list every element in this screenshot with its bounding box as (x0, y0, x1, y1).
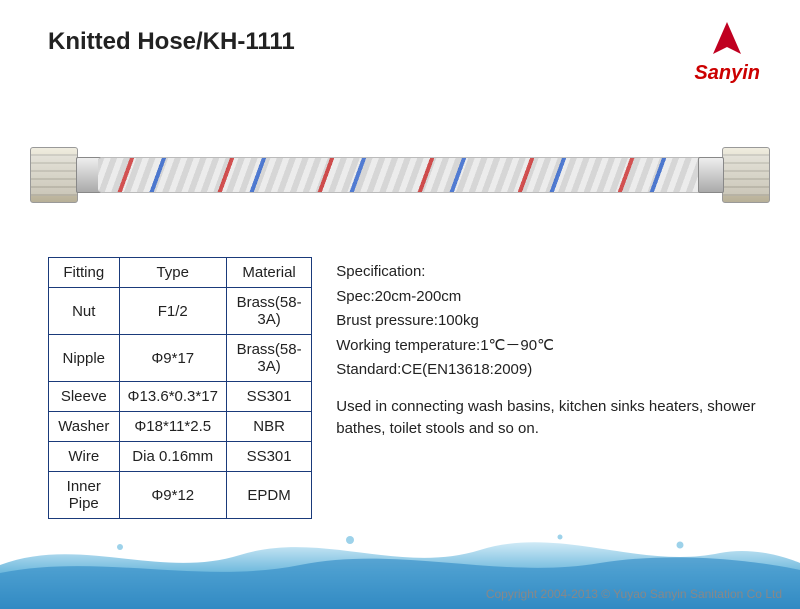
spec-line: Standard:CE(EN13618:2009) (336, 359, 760, 382)
hose-body (98, 157, 702, 193)
table-row: WasherΦ18*11*2.5NBR (49, 412, 312, 442)
spec-heading: Specification: (336, 261, 760, 284)
col-header: Fitting (49, 258, 120, 288)
brand-logo: Sanyin (694, 20, 760, 85)
col-header: Material (226, 258, 311, 288)
spec-line: Working temperature:1℃－90℃ (336, 335, 760, 358)
spec-line: Brust pressure:100kg (336, 310, 760, 333)
product-image (30, 107, 770, 247)
hose-fitting-right (700, 145, 770, 205)
table-row: Inner PipeΦ9*12EPDM (49, 472, 312, 519)
logo-text: Sanyin (694, 62, 760, 85)
table-row: NippleΦ9*17Brass(58-3A) (49, 335, 312, 382)
spec-line: Spec:20cm-200cm (336, 286, 760, 309)
logo-icon (707, 20, 747, 60)
table-row: NutF1/2Brass(58-3A) (49, 288, 312, 335)
table-row: WireDia 0.16mmSS301 (49, 442, 312, 472)
hose-fitting-left (30, 145, 100, 205)
table-header-row: Fitting Type Material (49, 258, 312, 288)
spec-table: Fitting Type Material NutF1/2Brass(58-3A… (48, 257, 312, 519)
usage-text: Used in connecting wash basins, kitchen … (336, 396, 760, 441)
table-row: SleeveΦ13.6*0.3*17SS301 (49, 382, 312, 412)
page-title: Knitted Hose/KH-1111 (48, 28, 295, 56)
copyright-text: Copyright 2004-2013 © Yuyao Sanyin Sanit… (486, 587, 782, 601)
col-header: Type (119, 258, 226, 288)
spec-text: Specification: Spec:20cm-200cm Brust pre… (336, 257, 760, 519)
